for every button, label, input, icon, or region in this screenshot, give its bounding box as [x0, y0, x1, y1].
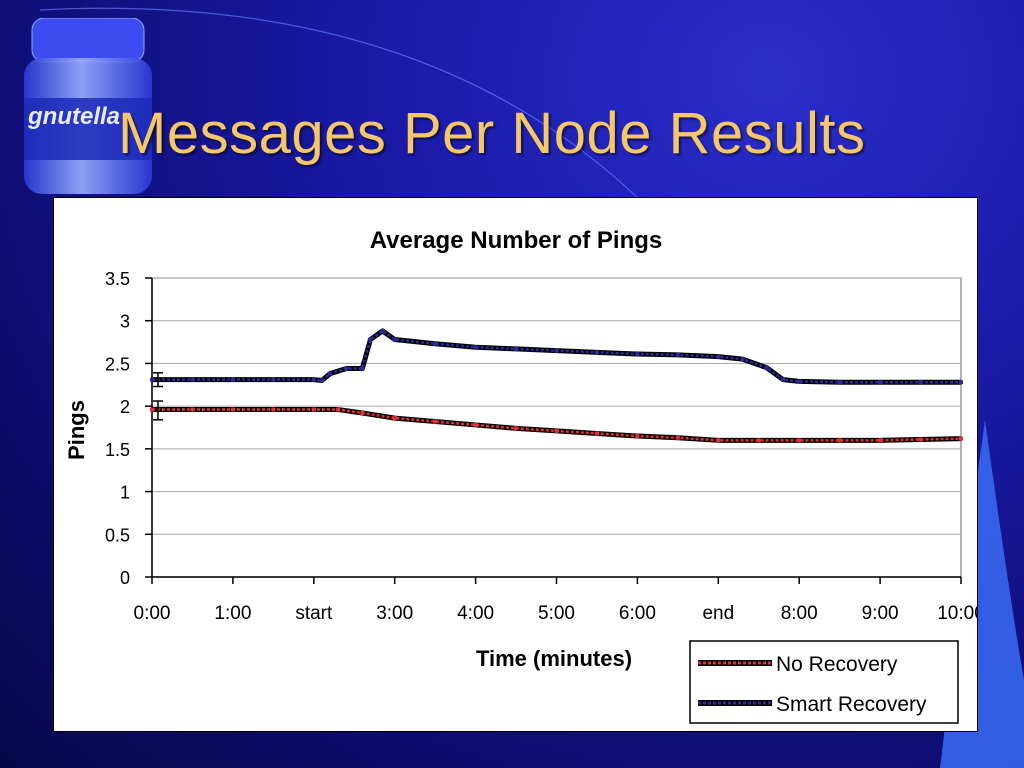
series-line: [152, 408, 962, 442]
x-tick-label: start: [295, 603, 333, 624]
x-tick-label: 10:00: [937, 603, 977, 624]
gnutella-jar-icon: gnutella: [24, 18, 152, 194]
data-point: [190, 377, 195, 382]
data-point: [594, 350, 599, 355]
data-point: [959, 380, 963, 385]
data-point: [740, 357, 745, 362]
data-point: [380, 328, 385, 333]
tick-labels: 0 0.5 1 1.5 2 2.5 3 3.5 0:00 1:00 start 3:00 4:00 5:0…: [105, 269, 977, 624]
y-tick-label: 3: [120, 312, 130, 332]
data-point: [392, 416, 397, 421]
y-tick-label: 1.5: [105, 440, 130, 460]
x-tick-label: 9:00: [862, 603, 899, 624]
data-point: [514, 426, 519, 431]
y-tick-label: 2: [120, 397, 130, 417]
data-point: [918, 380, 923, 385]
data-point: [230, 407, 235, 412]
data-point: [716, 438, 721, 443]
y-tick-label: 0: [120, 568, 130, 588]
series-line-outline: [152, 407, 962, 443]
series-line-outline: [152, 328, 961, 385]
x-tick-label: 3:00: [376, 603, 413, 624]
data-point: [360, 366, 365, 371]
data-point: [392, 337, 397, 342]
data-point: [764, 365, 769, 370]
data-point: [433, 341, 438, 346]
chart-panel: Average Number of Pings 0 0.5 1 1.5 2 2.5 3 3.5…: [53, 197, 978, 732]
data-point: [150, 377, 154, 382]
data-point: [797, 379, 802, 384]
y-tick-label: 2.5: [105, 354, 130, 374]
data-point: [554, 348, 559, 353]
x-tick-label: 6:00: [619, 603, 656, 624]
data-point: [878, 380, 883, 385]
data-point: [554, 428, 559, 433]
jar-lid: [31, 18, 145, 63]
data-point: [311, 377, 316, 382]
data-point: [675, 435, 680, 440]
data-point: [959, 436, 963, 441]
x-axis-label: Time (minutes): [476, 646, 632, 671]
legend-label: No Recovery: [776, 653, 898, 676]
logo-text: gnutella: [27, 103, 120, 130]
data-point: [311, 407, 316, 412]
jar-label: [24, 98, 152, 160]
data-point: [635, 434, 640, 439]
data-point: [635, 352, 640, 357]
grid-lines: [151, 277, 962, 578]
data-point: [514, 346, 519, 351]
y-axis-label: Pings: [64, 400, 89, 460]
x-tick-label: 8:00: [781, 603, 818, 624]
data-point: [271, 407, 276, 412]
legend-label: Smart Recovery: [776, 693, 927, 716]
y-tick-label: 3.5: [105, 269, 130, 289]
data-point: [433, 419, 438, 424]
y-tick-label: 1: [120, 483, 130, 503]
data-point: [344, 366, 349, 371]
x-tick-label: 5:00: [538, 603, 575, 624]
data-point: [336, 407, 341, 412]
data-point: [190, 407, 195, 412]
x-tick-label: 4:00: [457, 603, 494, 624]
data-point: [716, 354, 721, 359]
data-point: [368, 337, 373, 342]
error-bars: [153, 372, 163, 421]
data-point: [327, 371, 332, 376]
data-point: [319, 378, 324, 383]
plot-area-border: [151, 277, 962, 578]
data-point: [675, 352, 680, 357]
data-point: [473, 345, 478, 350]
line-chart: Average Number of Pings 0 0.5 1 1.5 2 2.5 3 3.5…: [64, 227, 977, 724]
data-point: [918, 437, 923, 442]
data-point: [756, 438, 761, 443]
background-curve: [39, 7, 641, 201]
data-point: [594, 431, 599, 436]
legend-box: [689, 640, 959, 724]
data-point: [150, 407, 154, 412]
series-line: [152, 329, 961, 384]
data-point: [271, 377, 276, 382]
data-point: [360, 410, 365, 415]
data-point: [837, 380, 842, 385]
data-point: [230, 377, 235, 382]
data-point: [473, 422, 478, 427]
data-point: [797, 438, 802, 443]
legend: No Recovery Smart Recovery: [689, 640, 959, 724]
data-point: [878, 438, 883, 443]
x-tick-label: 0:00: [134, 603, 171, 624]
slide-title: Messages Per Node Results: [118, 101, 866, 166]
x-tick-label: end: [702, 603, 734, 624]
series-lines: [150, 328, 963, 443]
y-tick-label: 0.5: [105, 525, 130, 545]
x-tick-label: 1:00: [214, 603, 251, 624]
data-point: [837, 438, 842, 443]
chart-title: Average Number of Pings: [370, 227, 663, 254]
data-point: [781, 377, 786, 382]
axes: [145, 277, 962, 584]
